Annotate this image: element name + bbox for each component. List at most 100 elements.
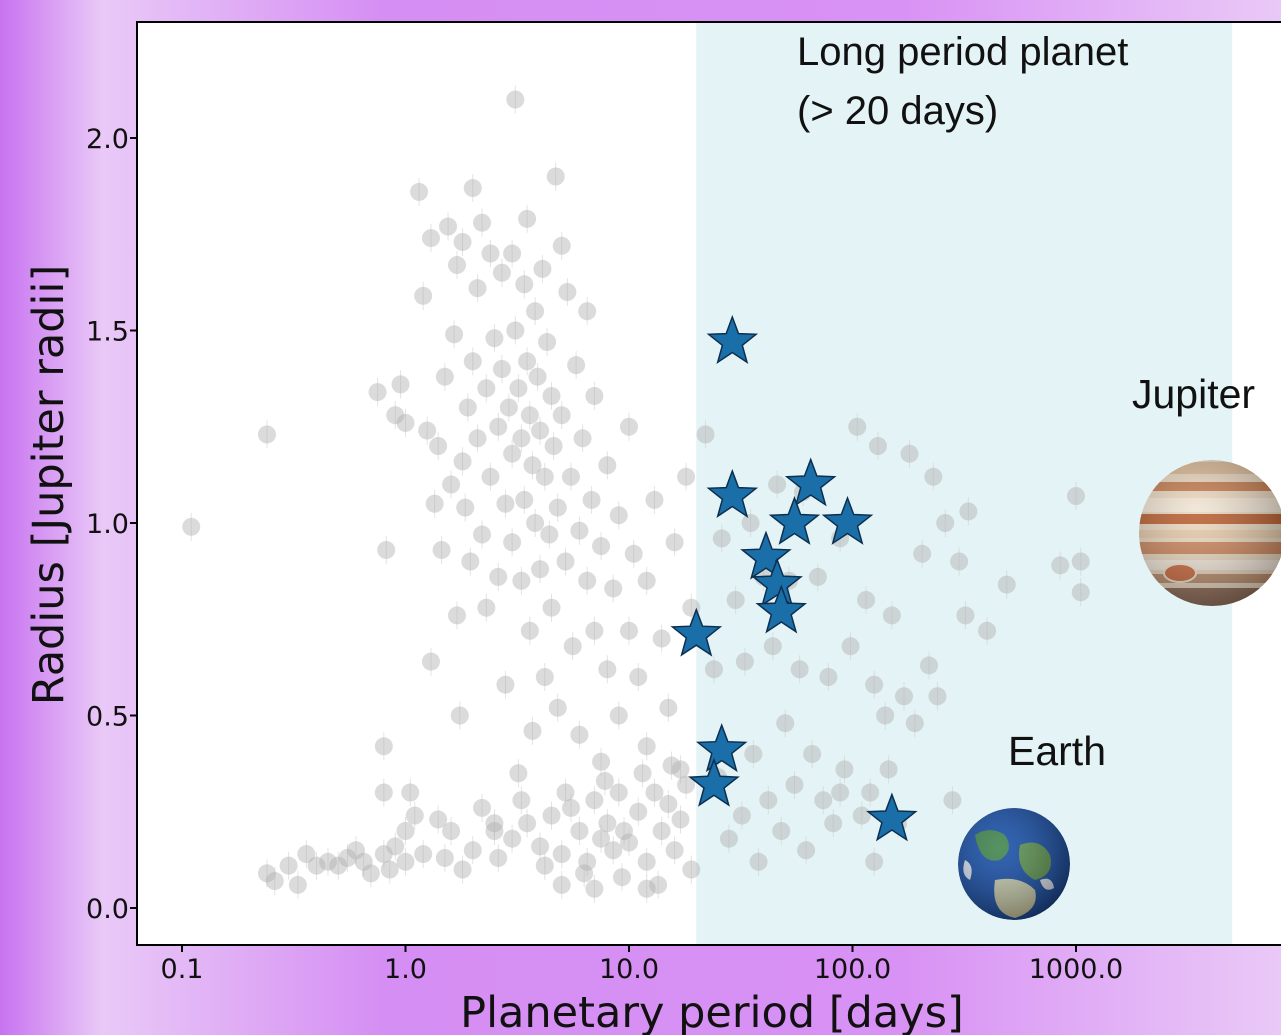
planet-point xyxy=(905,714,924,733)
planet-point xyxy=(509,764,528,783)
planet-point xyxy=(797,841,816,860)
planet-point xyxy=(868,437,887,455)
planet-point xyxy=(900,444,919,463)
planet-point xyxy=(575,864,594,883)
star-marker xyxy=(695,722,748,773)
planet-point xyxy=(520,621,539,640)
planet-point xyxy=(257,864,276,883)
planet-point xyxy=(950,552,969,571)
planet-point xyxy=(629,802,648,821)
planet-point xyxy=(585,386,604,405)
planet-point xyxy=(318,852,337,871)
planet-point xyxy=(956,606,975,625)
planet-point xyxy=(865,852,884,871)
planet-point xyxy=(1067,487,1085,506)
y-tick-label: 0.5 xyxy=(86,702,129,733)
planet-point xyxy=(509,379,528,398)
planet-point xyxy=(531,421,550,440)
planet-point xyxy=(835,760,854,779)
planet-point xyxy=(546,167,565,186)
jupiter-planet-image xyxy=(1139,460,1281,606)
planet-point xyxy=(556,552,575,571)
planet-point xyxy=(429,437,448,455)
planet-point xyxy=(604,579,623,598)
planet-point xyxy=(582,490,601,509)
planet-point xyxy=(645,490,664,509)
planet-point xyxy=(567,356,586,375)
planet-point xyxy=(677,467,696,486)
planet-point xyxy=(492,263,511,282)
planet-point xyxy=(503,829,522,848)
planet-point xyxy=(421,229,440,248)
star-marker xyxy=(740,530,792,580)
planet-point xyxy=(512,571,531,590)
planet-point xyxy=(609,506,628,525)
x-tick-label: 10.0 xyxy=(599,954,659,985)
planet-point xyxy=(592,752,611,771)
y-tick-label: 2.0 xyxy=(86,124,129,155)
planet-point xyxy=(819,668,838,686)
planet-point xyxy=(528,367,547,386)
planet-point xyxy=(448,606,467,625)
planet-point xyxy=(288,875,307,894)
annotation-long-period-line2: (> 20 days) xyxy=(797,89,998,133)
planet-point xyxy=(637,571,656,590)
planet-point xyxy=(609,783,628,802)
planet-point xyxy=(473,798,492,817)
planet-point xyxy=(604,841,623,860)
planet-point xyxy=(297,845,316,864)
planet-point xyxy=(506,321,525,340)
planet-point xyxy=(556,783,575,802)
planet-point xyxy=(876,706,895,725)
planet-point xyxy=(377,540,396,559)
star-marker xyxy=(784,457,837,507)
planet-point xyxy=(848,417,867,436)
planet-point xyxy=(561,798,580,817)
planet-point xyxy=(473,525,492,544)
planet-point xyxy=(662,756,681,775)
planet-point xyxy=(458,398,477,417)
planet-point xyxy=(726,591,745,609)
planet-point xyxy=(665,841,684,860)
planet-point xyxy=(515,490,534,509)
planet-point xyxy=(865,675,884,694)
planet-point xyxy=(879,760,898,779)
planet-point xyxy=(518,814,537,833)
planet-point xyxy=(659,698,678,717)
planet-point xyxy=(882,606,901,625)
planet-point xyxy=(612,868,631,887)
planet-point xyxy=(401,783,420,802)
planet-point xyxy=(533,259,552,278)
x-axis-label: Planetary period [days] xyxy=(460,988,964,1035)
planet-point xyxy=(515,275,534,294)
planet-point xyxy=(895,687,914,706)
planet-point xyxy=(552,236,571,255)
planet-point xyxy=(620,417,638,436)
planet-point xyxy=(824,814,843,833)
planet-point xyxy=(265,872,284,891)
annotation-jupiter: Jupiter xyxy=(1132,371,1255,417)
planet-point xyxy=(665,533,684,552)
planet-point xyxy=(696,425,715,444)
planet-point xyxy=(570,521,589,540)
y-tick-label: 1.5 xyxy=(86,317,129,348)
planet-point xyxy=(542,598,561,617)
x-tick-label: 1.0 xyxy=(384,954,427,985)
star-marker xyxy=(755,584,808,634)
planet-point xyxy=(485,822,504,840)
planet-point xyxy=(414,845,433,864)
planet-point xyxy=(772,822,791,840)
planet-point xyxy=(592,829,611,848)
planet-point xyxy=(633,764,652,783)
planet-point xyxy=(637,852,656,871)
planet-point xyxy=(573,429,592,448)
planet-point xyxy=(645,783,664,802)
planet-point xyxy=(503,444,522,463)
planet-point xyxy=(563,637,582,656)
planet-point xyxy=(659,795,678,814)
planet-point xyxy=(595,771,614,790)
planet-point xyxy=(552,875,571,894)
planet-point xyxy=(435,848,454,867)
star-marker xyxy=(706,314,759,365)
planet-point xyxy=(499,398,518,417)
